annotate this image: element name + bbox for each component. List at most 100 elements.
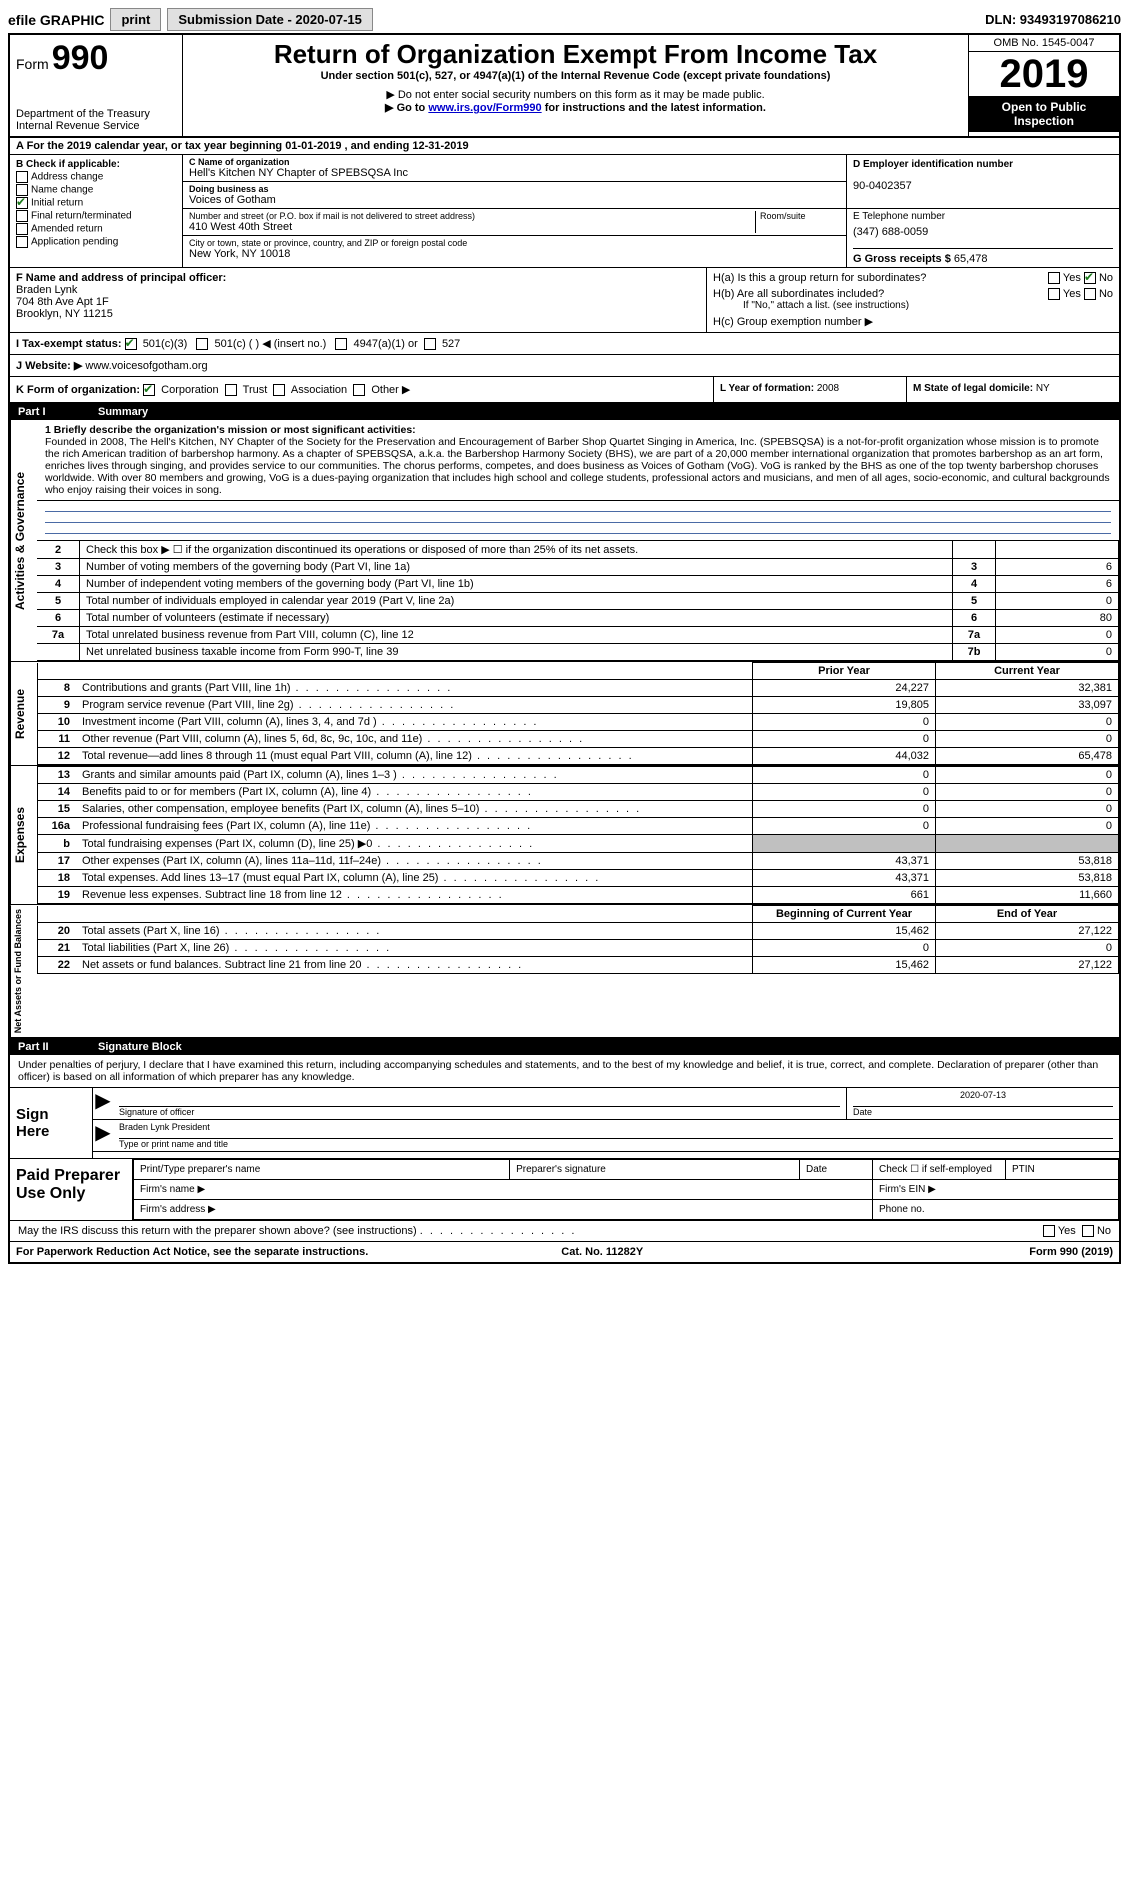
mission-cell: 1 Briefly describe the organization's mi… (37, 420, 1119, 501)
part2-title: Signature Block (98, 1041, 182, 1053)
firm-name-lbl: Firm's name ▶ (134, 1180, 873, 1200)
k-cell: K Form of organization: Corporation Trus… (10, 377, 713, 402)
part1-header: Part I Summary (10, 404, 1119, 420)
officer-name: Braden Lynk (16, 284, 77, 296)
l-cell: L Year of formation: 2008 (713, 377, 906, 402)
irs-link[interactable]: www.irs.gov/Form990 (428, 102, 541, 114)
blank-line-1 (45, 501, 1111, 512)
efile-label: efile GRAPHIC (8, 12, 104, 28)
chk-initial-return[interactable]: Initial return (16, 197, 176, 209)
type-name-lbl: Type or print name and title (119, 1139, 228, 1149)
chk-assoc[interactable] (273, 384, 285, 396)
chk-amended[interactable]: Amended return (16, 223, 176, 235)
chk-final-return[interactable]: Final return/terminated (16, 210, 176, 222)
hb-lbl: H(b) Are all subordinates included? (713, 288, 884, 300)
hb-note: If "No," attach a list. (see instruction… (743, 300, 1113, 311)
l-lbl: L Year of formation: (720, 383, 814, 394)
header-right: OMB No. 1545-0047 2019 Open to Public In… (968, 35, 1119, 136)
table-row: 19 Revenue less expenses. Subtract line … (38, 887, 1119, 904)
discuss-text: May the IRS discuss this return with the… (18, 1225, 417, 1237)
i-527: 527 (442, 338, 460, 350)
chk-name-change[interactable]: Name change (16, 184, 176, 196)
table-row: 3 Number of voting members of the govern… (37, 559, 1119, 576)
hb-yes: Yes (1063, 288, 1081, 300)
table-row: b Total fundraising expenses (Part IX, c… (38, 835, 1119, 853)
prep-check-lbl: Check ☐ if self-employed (873, 1160, 1006, 1180)
table-row: 6 Total number of volunteers (estimate i… (37, 610, 1119, 627)
form-header: Form 990 Department of the Treasury Inte… (10, 35, 1119, 138)
header-center: Return of Organization Exempt From Incom… (183, 35, 968, 136)
entity-info-block: B Check if applicable: Address change Na… (10, 155, 1119, 268)
m-lbl: M State of legal domicile: (913, 383, 1033, 394)
dept-label: Department of the Treasury Internal Reve… (16, 108, 176, 132)
cat-no: Cat. No. 11282Y (561, 1246, 643, 1258)
address-cell: Number and street (or P.O. box if mail i… (183, 209, 847, 267)
officer-name-field: Braden Lynk President Type or print name… (113, 1120, 1119, 1151)
signature-arrow-icon: ▶ (93, 1088, 113, 1119)
chk-trust[interactable] (225, 384, 237, 396)
ha-lbl: H(a) Is this a group return for subordin… (713, 272, 926, 284)
form-footer: Form 990 (2019) (1029, 1246, 1113, 1258)
submission-date-button[interactable]: Submission Date - 2020-07-15 (167, 8, 373, 31)
column-cd: C Name of organization Hell's Kitchen NY… (183, 155, 1119, 267)
org-dba: Voices of Gotham (189, 194, 840, 206)
discuss-no-chk[interactable] (1082, 1225, 1094, 1237)
perjury-text: Under penalties of perjury, I declare th… (10, 1055, 1119, 1087)
paid-preparer-label: Paid Preparer Use Only (10, 1159, 133, 1220)
hb-no: No (1099, 288, 1113, 300)
table-row: 16a Professional fundraising fees (Part … (38, 818, 1119, 835)
chk-address-change[interactable]: Address change (16, 171, 176, 183)
part2-num: Part II (18, 1041, 78, 1053)
i-4947: 4947(a)(1) or (354, 338, 418, 350)
form-title: Return of Organization Exempt From Incom… (189, 39, 962, 70)
f-lbl: F Name and address of principal officer: (16, 272, 226, 284)
prep-sig-lbl: Preparer's signature (510, 1160, 800, 1180)
table-row: 12 Total revenue—add lines 8 through 11 … (38, 748, 1119, 765)
omb-number: OMB No. 1545-0047 (969, 35, 1119, 52)
preparer-table: Print/Type preparer's name Preparer's si… (133, 1159, 1119, 1220)
prep-date-lbl: Date (800, 1160, 873, 1180)
k-corp: Corporation (161, 384, 218, 396)
chk-4947[interactable] (335, 338, 347, 350)
org-name: Hell's Kitchen NY Chapter of SPEBSQSA In… (189, 167, 840, 179)
sub3-pre: ▶ Go to (385, 102, 428, 114)
j-lbl: J Website: ▶ (16, 360, 82, 372)
table-row: 21 Total liabilities (Part X, line 26) 0… (38, 940, 1119, 957)
dln-label: DLN: 93493197086210 (985, 12, 1121, 27)
ein-value: 90-0402357 (853, 180, 1113, 192)
period-text: A For the 2019 calendar year, or tax yea… (16, 140, 469, 152)
table-row: 4 Number of independent voting members o… (37, 576, 1119, 593)
m-val: NY (1036, 383, 1050, 394)
i-c3: 501(c)(3) (143, 338, 188, 350)
website-value: www.voicesofgotham.org (85, 360, 207, 372)
chk-501c[interactable] (196, 338, 208, 350)
fh-row: F Name and address of principal officer:… (10, 268, 1119, 333)
chk-501c3[interactable] (125, 338, 137, 350)
print-button[interactable]: print (110, 8, 161, 31)
signature-field[interactable]: Signature of officer (113, 1088, 846, 1119)
sign-here-label: Sign Here (10, 1088, 93, 1158)
top-bar: efile GRAPHIC print Submission Date - 20… (8, 8, 1121, 31)
chk-other[interactable] (353, 384, 365, 396)
k-assoc: Association (291, 384, 347, 396)
c-dba-lbl: Doing business as (189, 184, 840, 194)
discuss-yes-chk[interactable] (1043, 1225, 1055, 1237)
table-row: 5 Total number of individuals employed i… (37, 593, 1119, 610)
l-val: 2008 (817, 383, 839, 394)
paid-preparer-block: Paid Preparer Use Only Print/Type prepar… (10, 1158, 1119, 1220)
revenue-table: Prior YearCurrent Year8 Contributions an… (37, 662, 1119, 765)
chk-application[interactable]: Application pending (16, 236, 176, 248)
h-cell: H(a) Is this a group return for subordin… (707, 268, 1119, 332)
prep-ptin-lbl: PTIN (1006, 1160, 1119, 1180)
discuss-yes: Yes (1058, 1225, 1076, 1237)
addr-lbl: Number and street (or P.O. box if mail i… (189, 211, 755, 221)
m-cell: M State of legal domicile: NY (906, 377, 1119, 402)
chk-corp[interactable] (143, 384, 155, 396)
sub3-post: for instructions and the latest informat… (542, 102, 766, 114)
chk-527[interactable] (424, 338, 436, 350)
i-lbl: I Tax-exempt status: (16, 338, 122, 350)
tax-year: 2019 (969, 52, 1119, 96)
governance-block: Activities & Governance 1 Briefly descri… (10, 420, 1119, 662)
part1-title: Summary (98, 406, 148, 418)
table-row: 13 Grants and similar amounts paid (Part… (38, 767, 1119, 784)
